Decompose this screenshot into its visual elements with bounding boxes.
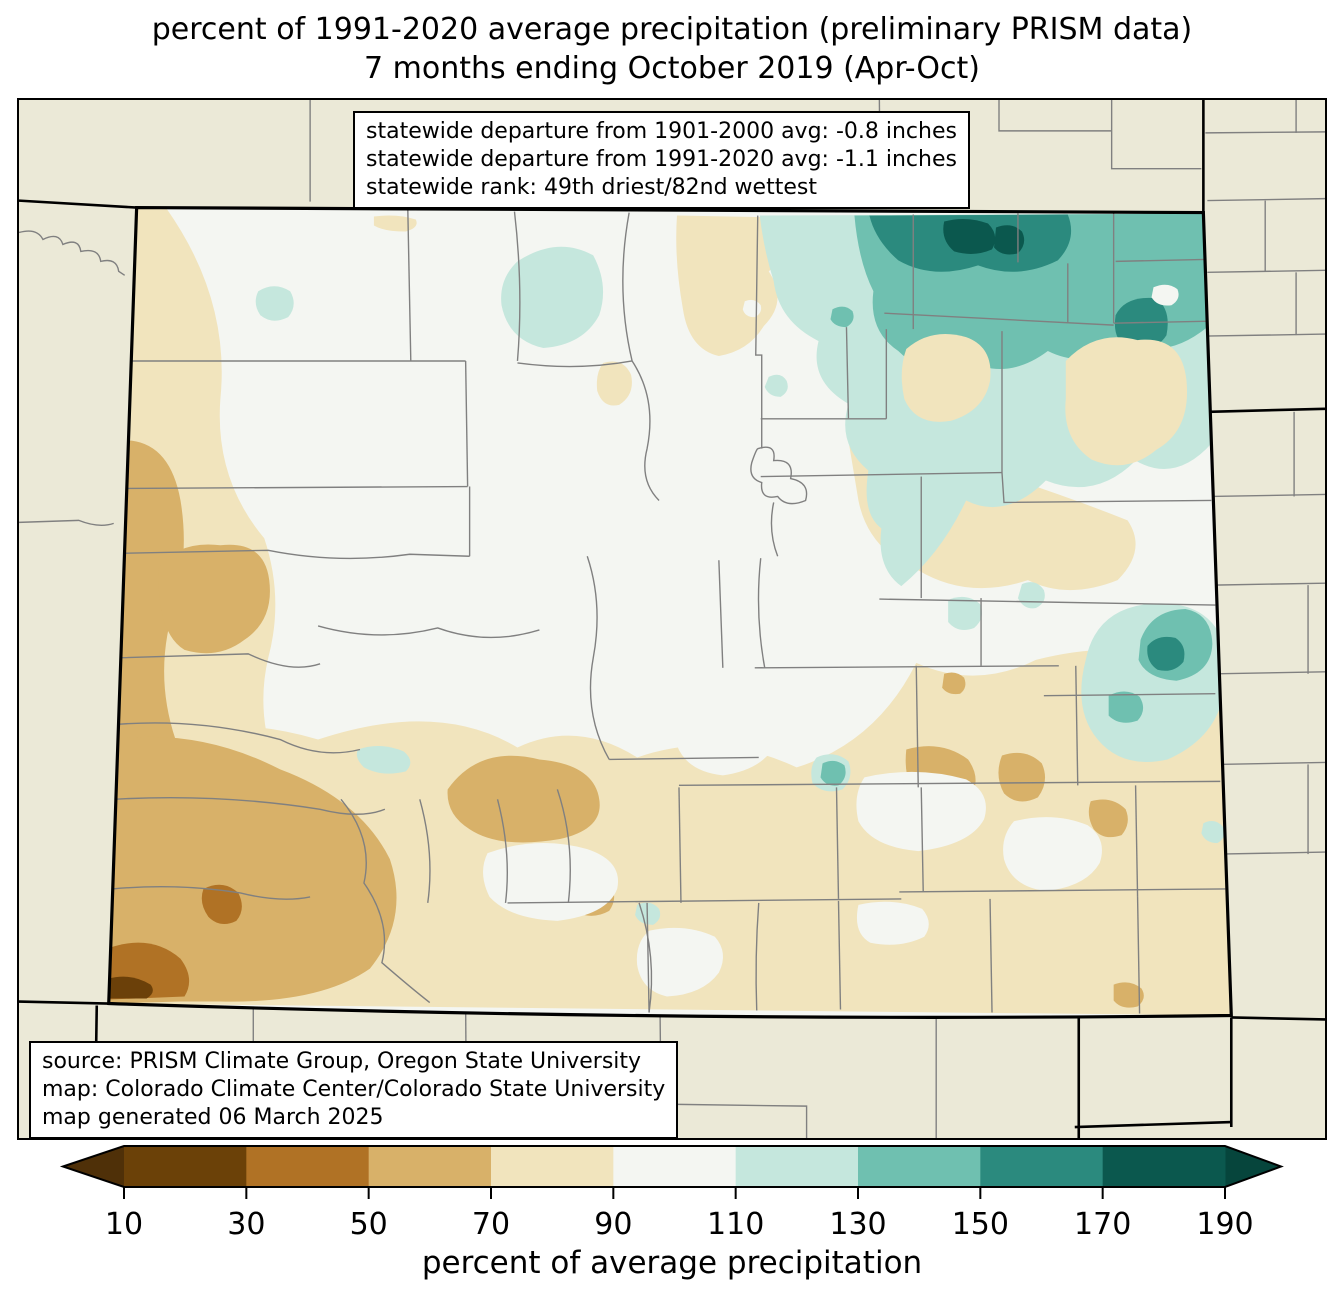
colorbar-tick-label: 150: [952, 1207, 1009, 1242]
colorbar-tick-label: 10: [105, 1207, 143, 1242]
colorbar-segment: [1102, 1146, 1226, 1187]
source-line-1: source: PRISM Climate Group, Oregon Stat…: [42, 1049, 642, 1074]
contour-90-110-holes: [483, 284, 1179, 997]
colorbar-left-arrow: [63, 1146, 124, 1187]
colorbar-tick-label: 30: [227, 1207, 265, 1242]
figure-title-line2: 7 months ending October 2019 (Apr-Oct): [364, 51, 980, 86]
colorbar-segment: [124, 1146, 247, 1187]
colorbar-tick-label: 190: [1196, 1207, 1253, 1242]
colorbar-tick-label: 50: [350, 1207, 388, 1242]
colorbar-tick-label: 170: [1074, 1207, 1131, 1242]
colorbar-segment: [368, 1146, 492, 1187]
colorado-state-border: [107, 205, 1233, 1019]
colorbar-right-arrow: [1225, 1146, 1281, 1187]
stats-line-1: statewide departure from 1901-2000 avg: …: [366, 119, 957, 144]
colorado-precipitation-map: [19, 100, 1325, 1138]
figure-title-line1: percent of 1991-2020 average precipitati…: [151, 12, 1193, 47]
contour-50-70: [108, 440, 1144, 1008]
colorbar-tick-label: 70: [472, 1207, 510, 1242]
colorbar-label: percent of average precipitation: [421, 1245, 923, 1281]
colorado-county-lines: [111, 209, 1226, 1014]
colorbar-tick-label: 90: [594, 1207, 632, 1242]
colorbar-segment: [735, 1146, 859, 1187]
colorbar-segment: [980, 1146, 1104, 1187]
colorbar-segment: [858, 1146, 981, 1187]
colorbar-segment: [613, 1146, 737, 1187]
colorbar-tick-label: 110: [707, 1207, 764, 1242]
stats-line-2: statewide departure from 1991-2020 avg: …: [366, 147, 957, 172]
contour-10-30: [108, 976, 153, 999]
contour-70-90-islands: [901, 333, 1188, 466]
stats-line-3: statewide rank: 49th driest/82nd wettest: [366, 175, 817, 200]
colorbar-svg: 10 30 50 70 90 110 130 150 170 190: [59, 1145, 1284, 1242]
source-credit-box: source: PRISM Climate Group, Oregon Stat…: [29, 1041, 679, 1138]
map-frame: statewide departure from 1901-2000 avg: …: [17, 98, 1327, 1140]
precipitation-contours: [108, 207, 1232, 1018]
source-line-3: map generated 06 March 2025: [42, 1105, 384, 1130]
colorbar-tick-label: 130: [829, 1207, 886, 1242]
contour-170-190: [943, 218, 1025, 255]
figure-title: percent of 1991-2020 average precipitati…: [0, 10, 1344, 88]
colorbar: 10 30 50 70 90 110 130 150 170 190: [17, 1142, 1327, 1247]
colorbar-segment: [491, 1146, 614, 1187]
source-line-2: map: Colorado Climate Center/Colorado St…: [42, 1077, 666, 1102]
colorbar-segment: [246, 1146, 370, 1187]
statewide-stats-box: statewide departure from 1901-2000 avg: …: [353, 111, 970, 209]
